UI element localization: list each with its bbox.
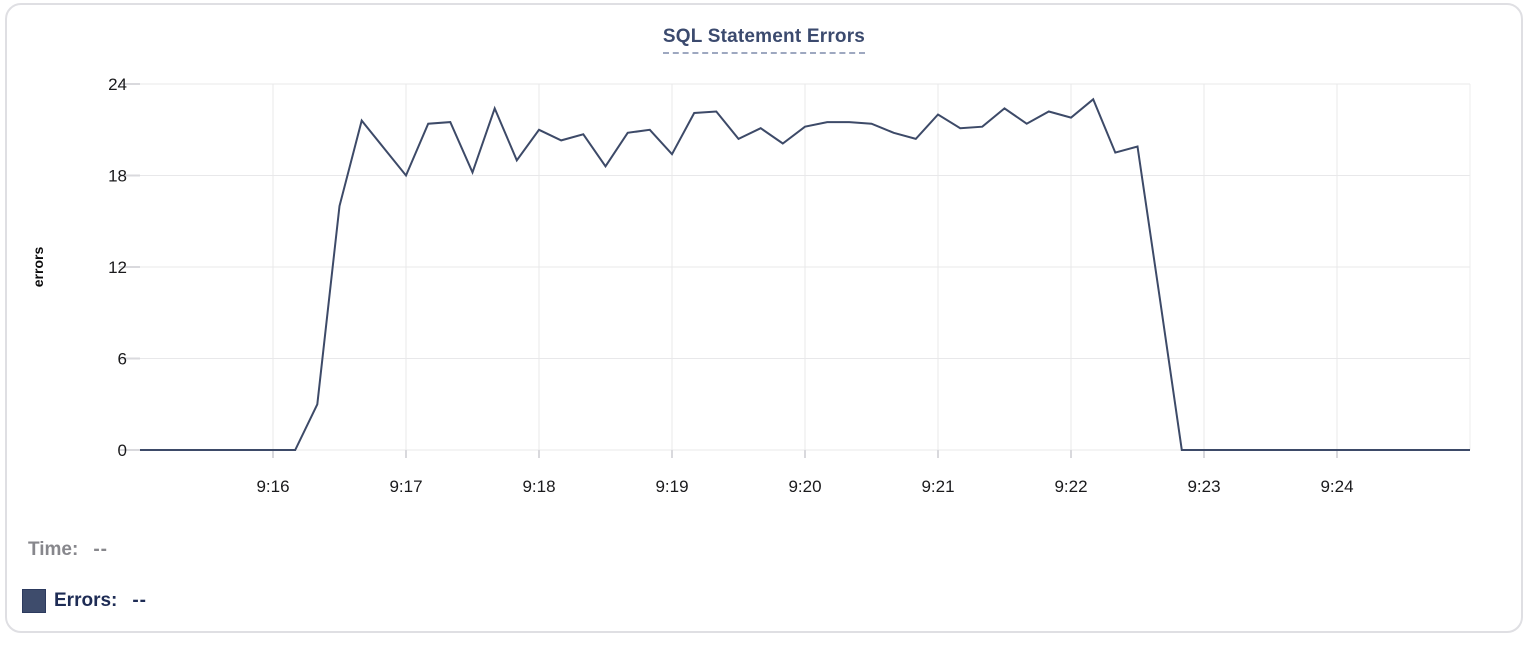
- x-tick-label: 9:20: [788, 477, 821, 496]
- chart-title[interactable]: SQL Statement Errors: [662, 26, 866, 54]
- chart-plot-area[interactable]: [140, 84, 1470, 450]
- errors-label: Errors:: [54, 590, 118, 611]
- time-readout-row: Time: --: [28, 539, 108, 561]
- x-tick-label: 9:19: [655, 477, 688, 496]
- y-tick-label: 12: [108, 258, 127, 277]
- time-label: Time:: [28, 539, 79, 560]
- gridlines: [140, 83, 1471, 451]
- x-tick-label: 9:16: [256, 477, 289, 496]
- y-axis-title: errors: [30, 247, 46, 288]
- x-tick-label: 9:23: [1187, 477, 1220, 496]
- errors-legend-item: Errors: --: [22, 589, 147, 613]
- y-tick-label: 18: [108, 167, 127, 186]
- chart-svg: 0 6 12 18 24 9:16 9:17 9:18 9:19 9:20 9:21 9:22 9:23…: [30, 75, 1471, 496]
- errors-series-swatch: [22, 589, 46, 613]
- y-tick-label: 24: [108, 75, 127, 94]
- y-tick-label: 0: [118, 441, 127, 460]
- x-tick-label: 9:21: [921, 477, 954, 496]
- axis-tickmarks: [119, 83, 1338, 458]
- chart-header: SQL Statement Errors: [7, 26, 1521, 54]
- axis-tick-labels: 0 6 12 18 24 9:16 9:17 9:18 9:19 9:20 9:21 9:22 9:23…: [108, 75, 1353, 496]
- time-value: --: [93, 539, 108, 560]
- x-tick-label: 9:24: [1320, 477, 1353, 496]
- x-tick-label: 9:17: [389, 477, 422, 496]
- errors-value: --: [132, 590, 148, 611]
- x-tick-label: 9:22: [1054, 477, 1087, 496]
- chart-card: SQL Statement Errors 0 6 12 18 24 9:16 9:17 9:1…: [5, 3, 1523, 633]
- errors-series-line: [140, 97, 1470, 451]
- y-tick-label: 6: [118, 350, 127, 369]
- x-tick-label: 9:18: [522, 477, 555, 496]
